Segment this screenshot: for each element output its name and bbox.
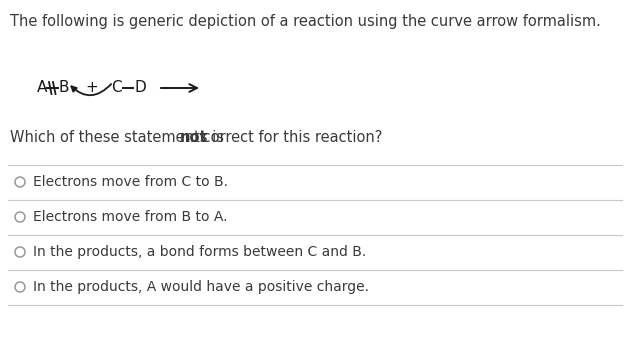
Text: A: A xyxy=(37,80,47,95)
Text: Which of these statements is: Which of these statements is xyxy=(10,130,229,145)
Text: In the products, A would have a positive charge.: In the products, A would have a positive… xyxy=(33,280,369,294)
Text: correct for this reaction?: correct for this reaction? xyxy=(198,130,382,145)
Text: The following is generic depiction of a reaction using the curve arrow formalism: The following is generic depiction of a … xyxy=(10,14,601,29)
Text: B: B xyxy=(59,80,69,95)
FancyArrowPatch shape xyxy=(71,84,111,95)
Text: +: + xyxy=(86,80,98,95)
Text: not: not xyxy=(180,130,207,145)
Text: In the products, a bond forms between C and B.: In the products, a bond forms between C … xyxy=(33,245,366,259)
Text: C: C xyxy=(111,80,122,95)
Text: Electrons move from C to B.: Electrons move from C to B. xyxy=(33,175,228,189)
Text: Electrons move from B to A.: Electrons move from B to A. xyxy=(33,210,227,224)
Text: D: D xyxy=(134,80,146,95)
